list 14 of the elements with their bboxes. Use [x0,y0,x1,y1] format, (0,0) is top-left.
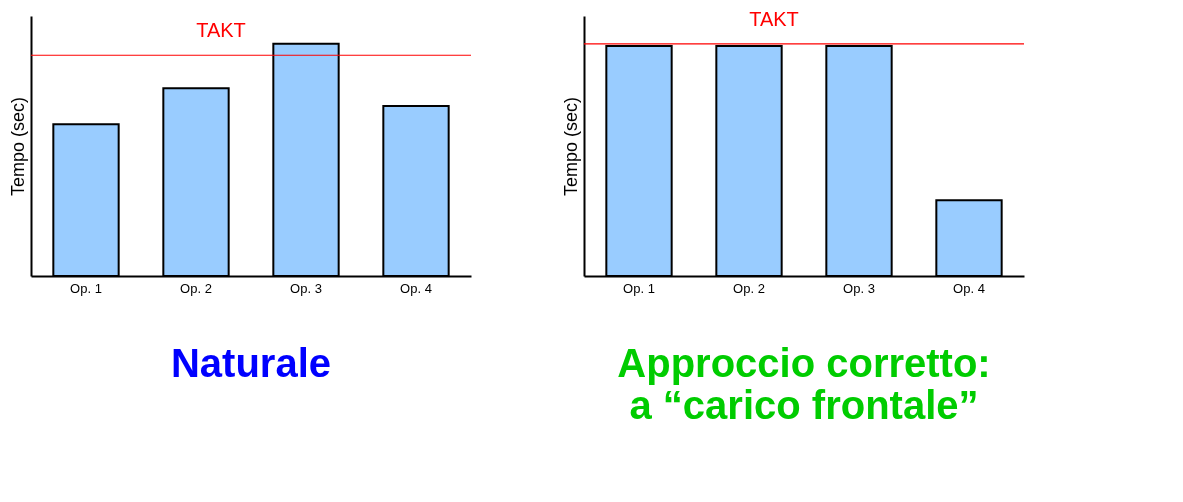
x-tick-label: Op. 3 [290,280,322,296]
ref-line-label: TAKT [196,19,246,42]
x-tick-label: Op. 4 [400,280,432,296]
text: Naturale [170,341,332,385]
x-tick-label: Op. 2 [180,280,212,296]
x-tick-label: Op. 3 [843,280,875,296]
x-tick-label: Op. 2 [733,280,765,296]
x-tick-label: Op. 1 [70,280,102,296]
ref-line-label: TAKT [749,7,799,30]
x-tick-label: Op. 4 [953,280,985,296]
text: Approccio corretto: [617,341,991,385]
y-axis-title: Tempo (sec) [560,96,581,197]
x-tick-label: Op. 1 [623,280,655,296]
y-axis-title: Tempo (sec) [7,96,28,197]
